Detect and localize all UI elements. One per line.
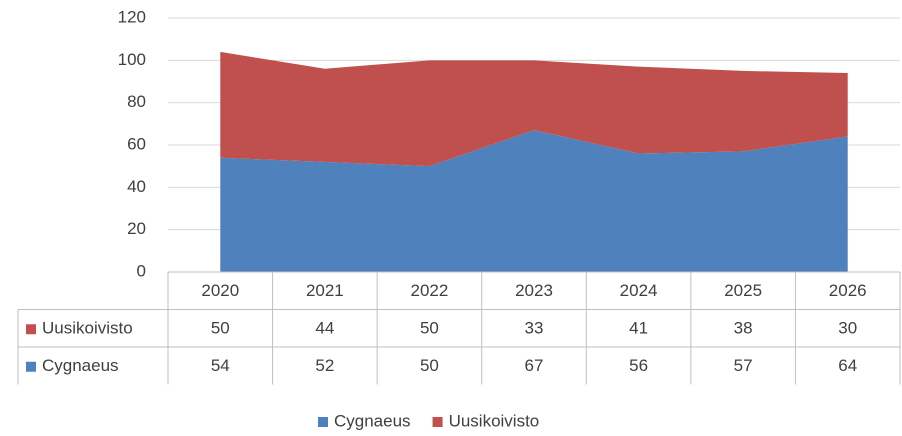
row-label: Uusikoivisto [42,319,133,338]
area [220,51,848,167]
x-tick-label: 2024 [620,281,658,300]
table-value: 56 [629,356,648,375]
x-tick-label: 2025 [724,281,762,300]
table-value: 50 [211,319,230,338]
legend-key [26,324,36,335]
legend-label: Uusikoivisto [449,411,540,430]
y-tick-label: 120 [118,7,146,26]
x-tick-label: 2022 [411,281,449,300]
y-tick-label: 80 [127,92,146,111]
x-tick-label: 2020 [201,281,239,300]
legend-key [432,417,443,427]
legend-key [318,417,328,427]
table-value: 30 [838,319,857,338]
legend-label: Cygnaeus [334,411,411,430]
table-value: 52 [315,356,334,375]
y-tick-label: 40 [127,177,146,196]
table-value: 67 [525,356,544,375]
y-tick-label: 100 [118,50,146,69]
table-value: 57 [734,356,753,375]
area [220,130,848,272]
table-value: 38 [734,319,753,338]
legend-key [26,361,36,372]
y-tick-label: 0 [137,261,146,280]
table-value: 64 [838,356,857,375]
y-tick-label: 20 [127,219,146,238]
table-value: 41 [629,319,648,338]
row-label: Cygnaeus [42,356,119,375]
x-tick-label: 2023 [515,281,553,300]
table-value: 44 [315,319,334,338]
table-value: 33 [525,319,544,338]
table-value: 50 [420,356,439,375]
table-value: 54 [211,356,230,375]
x-tick-label: 2026 [829,281,867,300]
y-tick-label: 60 [127,134,146,153]
x-tick-label: 2021 [306,281,344,300]
table-value: 50 [420,319,439,338]
